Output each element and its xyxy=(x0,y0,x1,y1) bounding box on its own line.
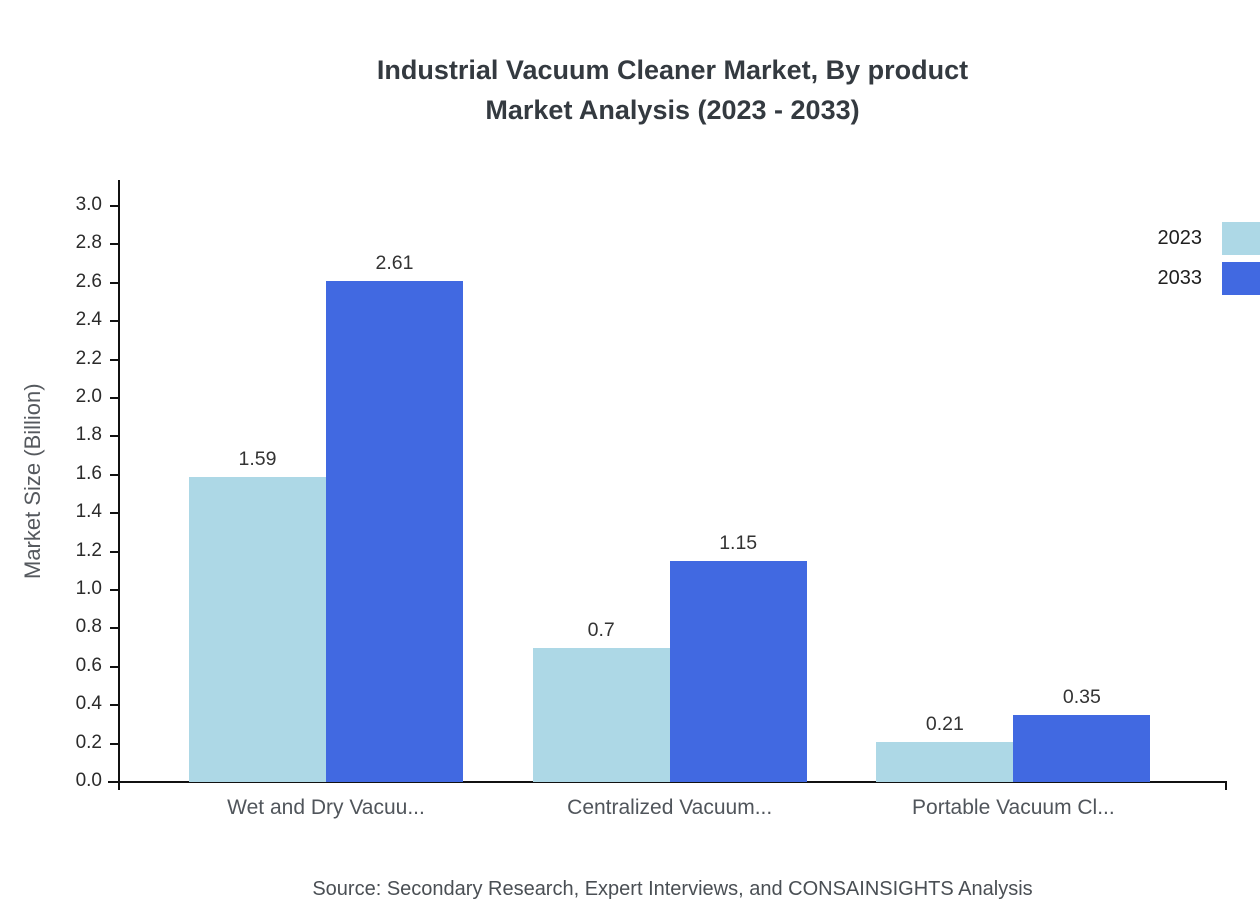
bar-value-label: 1.59 xyxy=(238,447,277,470)
legend-label-2033: 2033 xyxy=(1157,267,1203,289)
y-tick-label: 1.2 xyxy=(75,539,102,561)
bar-2033-cat3 xyxy=(1013,714,1151,782)
x-category-label: Wet and Dry Vacuu... xyxy=(227,796,425,819)
y-tick-label: 2.6 xyxy=(75,270,102,292)
y-axis-tick xyxy=(110,397,118,399)
chart-title-line-1: Industrial Vacuum Cleaner Market, By pro… xyxy=(376,55,969,85)
x-axis-tick-left xyxy=(118,783,120,790)
x-category-label: Portable Vacuum Cl... xyxy=(912,796,1115,819)
bar-2023-cat3 xyxy=(876,741,1014,782)
chart-title: Industrial Vacuum Cleaner Market, By pro… xyxy=(120,50,1225,130)
bar-value-label: 0.35 xyxy=(1062,685,1101,708)
x-category-label: Centralized Vacuum... xyxy=(567,796,773,819)
bar-value-label: 2.61 xyxy=(375,251,414,274)
y-tick-label: 1.8 xyxy=(75,424,102,446)
y-axis-line xyxy=(118,180,120,784)
legend-swatch-2023 xyxy=(1222,222,1260,255)
source-note: Source: Secondary Research, Expert Inter… xyxy=(312,878,1033,900)
bar-value-label: 1.15 xyxy=(719,532,758,555)
y-axis-tick xyxy=(110,281,118,284)
y-axis-tick xyxy=(110,627,118,630)
y-tick-label: 1.4 xyxy=(75,501,102,523)
legend-label-2023: 2023 xyxy=(1157,227,1203,249)
y-axis-tick xyxy=(110,358,118,361)
y-tick-label: 3.0 xyxy=(75,194,102,215)
chart-title-line-2: Market Analysis (2023 - 2033) xyxy=(485,95,860,125)
y-tick-label: 0.6 xyxy=(75,654,102,676)
x-axis-tick-right xyxy=(1225,783,1227,790)
y-tick-label: 1.6 xyxy=(75,462,102,484)
legend-swatch-2033 xyxy=(1222,262,1260,295)
y-axis-tick xyxy=(110,473,118,476)
bar-2023-cat1 xyxy=(189,476,326,782)
bar-2033-cat2 xyxy=(669,561,807,782)
y-tick-label: 2.0 xyxy=(75,386,102,407)
y-axis-tick xyxy=(110,589,118,591)
y-tick-label: 0.0 xyxy=(75,770,102,791)
y-tick-label: 2.8 xyxy=(75,232,102,254)
y-tick-label: 2.4 xyxy=(75,309,102,331)
y-tick-label: 0.8 xyxy=(75,616,102,638)
bar-value-label: 0.7 xyxy=(587,618,615,641)
y-tick-label: 1.0 xyxy=(75,578,102,599)
x-axis-line xyxy=(108,781,1227,783)
y-tick-label: 0.4 xyxy=(75,693,102,715)
y-axis-tick xyxy=(110,704,118,707)
bar-2033-cat1 xyxy=(326,280,463,782)
y-axis-tick xyxy=(110,550,118,553)
bar-2023-cat2 xyxy=(532,647,670,782)
y-axis-tick xyxy=(110,320,118,323)
bar-value-label: 0.21 xyxy=(925,712,964,735)
y-axis-tick xyxy=(110,742,118,745)
y-axis-tick xyxy=(110,512,118,515)
y-axis-tick xyxy=(110,781,118,783)
y-axis-tick xyxy=(110,205,118,207)
y-tick-label: 0.2 xyxy=(75,731,102,753)
y-axis-tick xyxy=(110,665,118,668)
y-tick-label: 2.2 xyxy=(75,347,102,369)
y-axis-tick xyxy=(110,243,118,246)
y-axis-tick xyxy=(110,435,118,438)
